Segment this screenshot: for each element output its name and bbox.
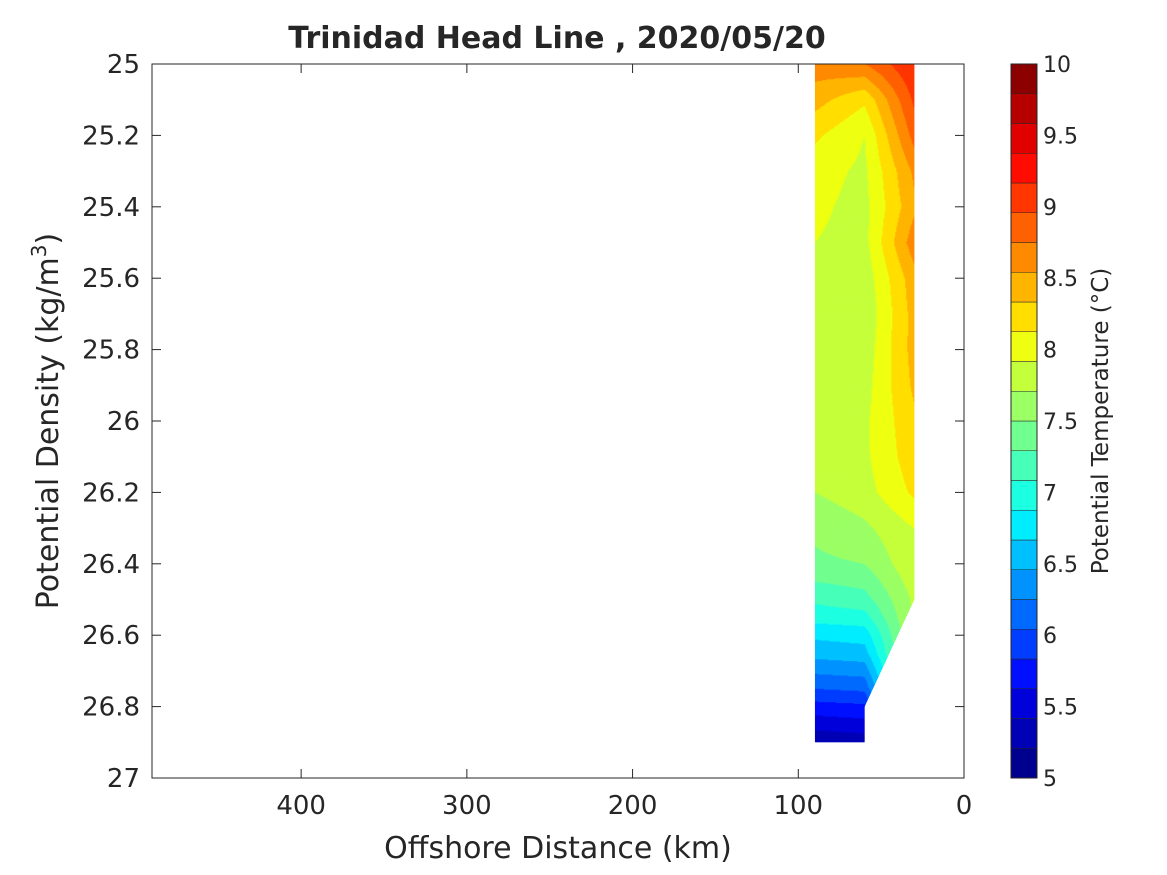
chart-title: Trinidad Head Line , 2020/05/20 [288,21,825,56]
